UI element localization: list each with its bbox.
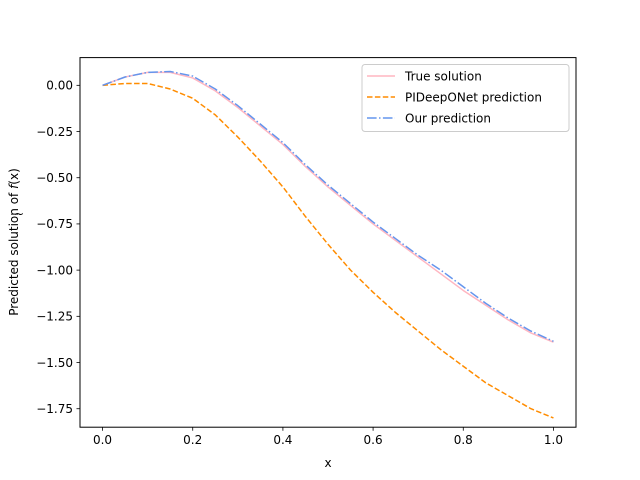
y-tick-label: −0.75 bbox=[36, 217, 73, 231]
x-tick-label: 0.4 bbox=[273, 433, 292, 447]
y-axis-label-tilde: ~ bbox=[14, 207, 24, 221]
legend: True solution PIDeepONet prediction Our pr… bbox=[361, 64, 570, 132]
series-layer bbox=[102, 70, 554, 419]
y-tick-label: −1.00 bbox=[36, 263, 73, 277]
y-axis-label-prefix: Predicted solution of bbox=[7, 189, 21, 316]
x-axis-ticks: 0.0 0.2 0.4 0.6 0.8 1.0 bbox=[93, 427, 563, 447]
y-tick-label: −1.50 bbox=[36, 356, 73, 370]
y-tick-label: −1.75 bbox=[36, 402, 73, 416]
series-line-2 bbox=[102, 70, 554, 342]
x-tick-label: 0.8 bbox=[454, 433, 473, 447]
plot-frame bbox=[79, 57, 577, 428]
y-tick-label: −0.50 bbox=[36, 171, 73, 185]
y-axis-label: Predicted solution of f(x) bbox=[7, 168, 21, 316]
legend-items: True solution PIDeepONet prediction Our pr… bbox=[367, 69, 542, 125]
y-axis-ticks: 0.00 −0.25 −0.50 −0.75 −1.00 −1.25 −1.50 −1.75 bbox=[36, 79, 80, 416]
y-axis-label-symbol: f bbox=[7, 183, 21, 189]
x-tick-label: 0.2 bbox=[183, 433, 202, 447]
series-line-1 bbox=[102, 82, 554, 419]
y-tick-label: 0.00 bbox=[46, 79, 73, 93]
legend-label-2: Our prediction bbox=[405, 111, 491, 125]
x-axis-label: x bbox=[324, 456, 331, 470]
series-line-0 bbox=[102, 71, 554, 343]
y-tick-label: −0.25 bbox=[36, 125, 73, 139]
legend-label-0: True solution bbox=[404, 69, 482, 83]
x-tick-label: 0.0 bbox=[93, 433, 112, 447]
y-tick-label: −1.25 bbox=[36, 310, 73, 324]
x-tick-label: 0.6 bbox=[364, 433, 383, 447]
y-axis-label-suffix: (x) bbox=[7, 168, 21, 184]
legend-box bbox=[361, 64, 570, 132]
legend-label-1: PIDeepONet prediction bbox=[405, 90, 542, 104]
x-tick-label: 1.0 bbox=[544, 433, 563, 447]
